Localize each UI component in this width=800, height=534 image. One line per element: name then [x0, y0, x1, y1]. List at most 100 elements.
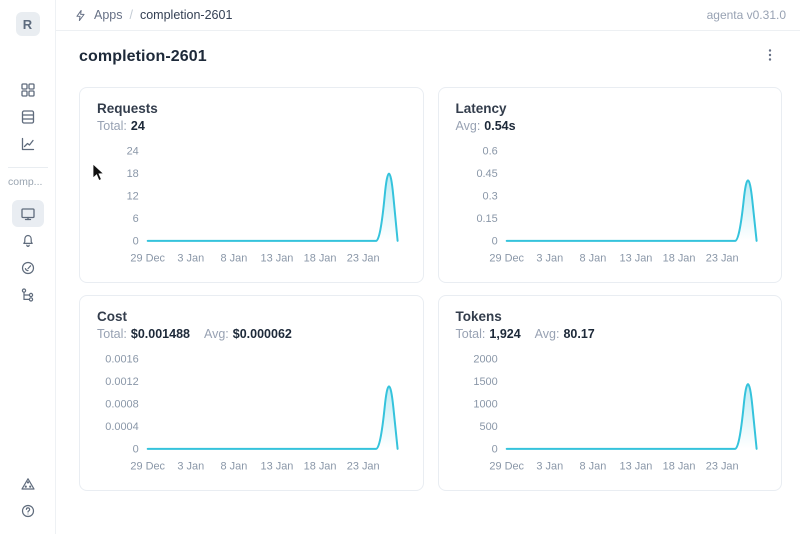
breadcrumb-current: completion-2601	[139, 8, 233, 22]
main-area: Apps / completion-2601 agenta v0.31.0 co…	[56, 0, 800, 534]
tree-icon	[20, 287, 36, 303]
svg-text:6: 6	[133, 213, 139, 225]
svg-text:29 Dec: 29 Dec	[130, 253, 165, 265]
svg-text:8 Jan: 8 Jan	[221, 253, 248, 265]
card-title: Cost	[97, 309, 127, 324]
sidebar-item-observability[interactable]	[12, 254, 44, 281]
content: completion-2601 Requests Total: 24 0 6 12 18	[56, 31, 800, 491]
title-row: completion-2601	[79, 45, 782, 69]
stat-value: $0.000062	[232, 327, 292, 341]
svg-text:0.6: 0.6	[482, 146, 497, 158]
cost-card: Cost Total: $0.001488 Avg: $0.000062 0 0.00…	[79, 295, 424, 491]
stat-value: 24	[130, 119, 145, 133]
sidebar-item-traces[interactable]	[12, 281, 44, 308]
svg-text:0: 0	[133, 235, 139, 247]
stat-label: Avg:	[534, 327, 560, 341]
card-stats: Total: $0.001488 Avg: $0.000062	[80, 327, 423, 341]
line-chart-icon	[20, 136, 36, 152]
svg-text:8 Jan: 8 Jan	[221, 461, 248, 473]
sidebar-item-apps[interactable]	[12, 76, 44, 103]
more-actions-button[interactable]	[758, 45, 782, 69]
svg-text:0.0012: 0.0012	[105, 376, 138, 388]
svg-text:0: 0	[133, 443, 139, 455]
svg-text:13 Jan: 13 Jan	[619, 461, 652, 473]
svg-text:12: 12	[127, 191, 139, 203]
page-title: completion-2601	[79, 48, 207, 65]
svg-text:3 Jan: 3 Jan	[536, 253, 563, 265]
svg-text:3 Jan: 3 Jan	[536, 461, 563, 473]
card-stats: Avg: 0.54s	[439, 119, 782, 133]
sidebar-nav-top	[12, 76, 44, 157]
bell-icon	[20, 233, 36, 249]
requests-card: Requests Total: 24 0 6 12 18 24 29 Dec 3 Jan 8 J…	[79, 87, 424, 283]
sidebar-item-overview[interactable]	[11, 200, 44, 227]
sidebar-nav-app	[11, 200, 44, 308]
monitor-icon	[20, 206, 36, 222]
svg-text:0.0016: 0.0016	[105, 354, 138, 366]
stat-label: Total:	[97, 119, 127, 133]
stat-label: Total:	[455, 327, 486, 341]
tokens-card: Tokens Total: 1,924 Avg: 80.17 0 500 1000 150…	[437, 295, 782, 491]
svg-text:18 Jan: 18 Jan	[662, 253, 695, 265]
svg-text:29 Dec: 29 Dec	[489, 461, 524, 473]
requests-chart: 0 6 12 18 24 29 Dec 3 Jan 8 Jan 13 Jan 18 Jan 23 J…	[127, 146, 399, 265]
svg-text:500: 500	[479, 421, 497, 433]
svg-text:23 Jan: 23 Jan	[705, 253, 738, 265]
latency-chart: 0 0.15 0.3 0.45 0.6 29 Dec 3 Jan 8 Jan 13 Jan 18 …	[476, 146, 758, 265]
card-stats: Total: 24	[80, 119, 423, 133]
svg-text:18 Jan: 18 Jan	[304, 253, 337, 265]
svg-text:0: 0	[491, 235, 497, 247]
breadcrumb-apps-link[interactable]: Apps	[94, 8, 123, 22]
svg-text:0.45: 0.45	[476, 168, 497, 180]
card-title: Tokens	[455, 309, 502, 324]
svg-text:8 Jan: 8 Jan	[579, 461, 606, 473]
gauge-icon	[20, 260, 36, 276]
svg-text:13 Jan: 13 Jan	[261, 461, 294, 473]
sidebar-item-help[interactable]	[12, 497, 44, 524]
card-stats: Total: 1,924 Avg: 80.17	[439, 327, 782, 341]
sidebar-item-testsets[interactable]	[12, 103, 44, 130]
svg-text:23 Jan: 23 Jan	[347, 253, 380, 265]
triangle-icon	[20, 476, 36, 492]
svg-text:0.0004: 0.0004	[105, 421, 138, 433]
svg-text:23 Jan: 23 Jan	[347, 461, 380, 473]
svg-text:0.15: 0.15	[476, 213, 497, 225]
svg-text:3 Jan: 3 Jan	[177, 253, 204, 265]
stat-value: 80.17	[563, 327, 595, 341]
sidebar-item-analytics[interactable]	[12, 130, 44, 157]
svg-text:24: 24	[127, 146, 139, 158]
stat-value: 1,924	[489, 327, 521, 341]
sidebar-nav-bottom	[12, 470, 44, 524]
top-bar: Apps / completion-2601 agenta v0.31.0	[56, 0, 800, 31]
svg-text:13 Jan: 13 Jan	[261, 253, 294, 265]
latency-card: Latency Avg: 0.54s 0 0.15 0.3 0.45 0.6 29 Dec 3…	[437, 87, 782, 283]
metrics-grid: Requests Total: 24 0 6 12 18 24 29 Dec 3 Jan 8 J…	[79, 87, 782, 491]
sidebar-item-notifications[interactable]	[12, 227, 44, 254]
svg-text:2000: 2000	[473, 354, 497, 366]
svg-text:1500: 1500	[473, 376, 497, 388]
svg-text:18 Jan: 18 Jan	[662, 461, 695, 473]
cost-chart: 0 0.0004 0.0008 0.0012 0.0016 29 Dec 3 Jan 8 Ja…	[105, 354, 399, 473]
version-label: agenta v0.31.0	[706, 8, 786, 22]
stat-value: $0.001488	[130, 327, 190, 341]
svg-text:1000: 1000	[473, 399, 497, 411]
sidebar-item-alerts[interactable]	[12, 470, 44, 497]
sidebar: R	[0, 0, 56, 534]
svg-text:3 Jan: 3 Jan	[177, 461, 204, 473]
app-section-label: comp...	[8, 176, 43, 188]
svg-text:13 Jan: 13 Jan	[619, 253, 652, 265]
stat-label: Total:	[97, 327, 127, 341]
workspace-avatar[interactable]: R	[15, 12, 40, 36]
table-rows-icon	[20, 109, 36, 125]
svg-text:0: 0	[491, 443, 497, 455]
svg-text:18 Jan: 18 Jan	[304, 461, 337, 473]
lightning-icon	[74, 9, 87, 22]
card-title: Requests	[97, 101, 158, 116]
breadcrumb-separator: /	[129, 8, 133, 22]
svg-text:8 Jan: 8 Jan	[579, 253, 606, 265]
svg-text:23 Jan: 23 Jan	[705, 461, 738, 473]
stat-value: 0.54s	[484, 119, 516, 133]
svg-text:18: 18	[127, 168, 139, 180]
tokens-chart: 0 500 1000 1500 2000 29 Dec 3 Jan 8 Jan 13 Jan 18…	[473, 354, 758, 473]
